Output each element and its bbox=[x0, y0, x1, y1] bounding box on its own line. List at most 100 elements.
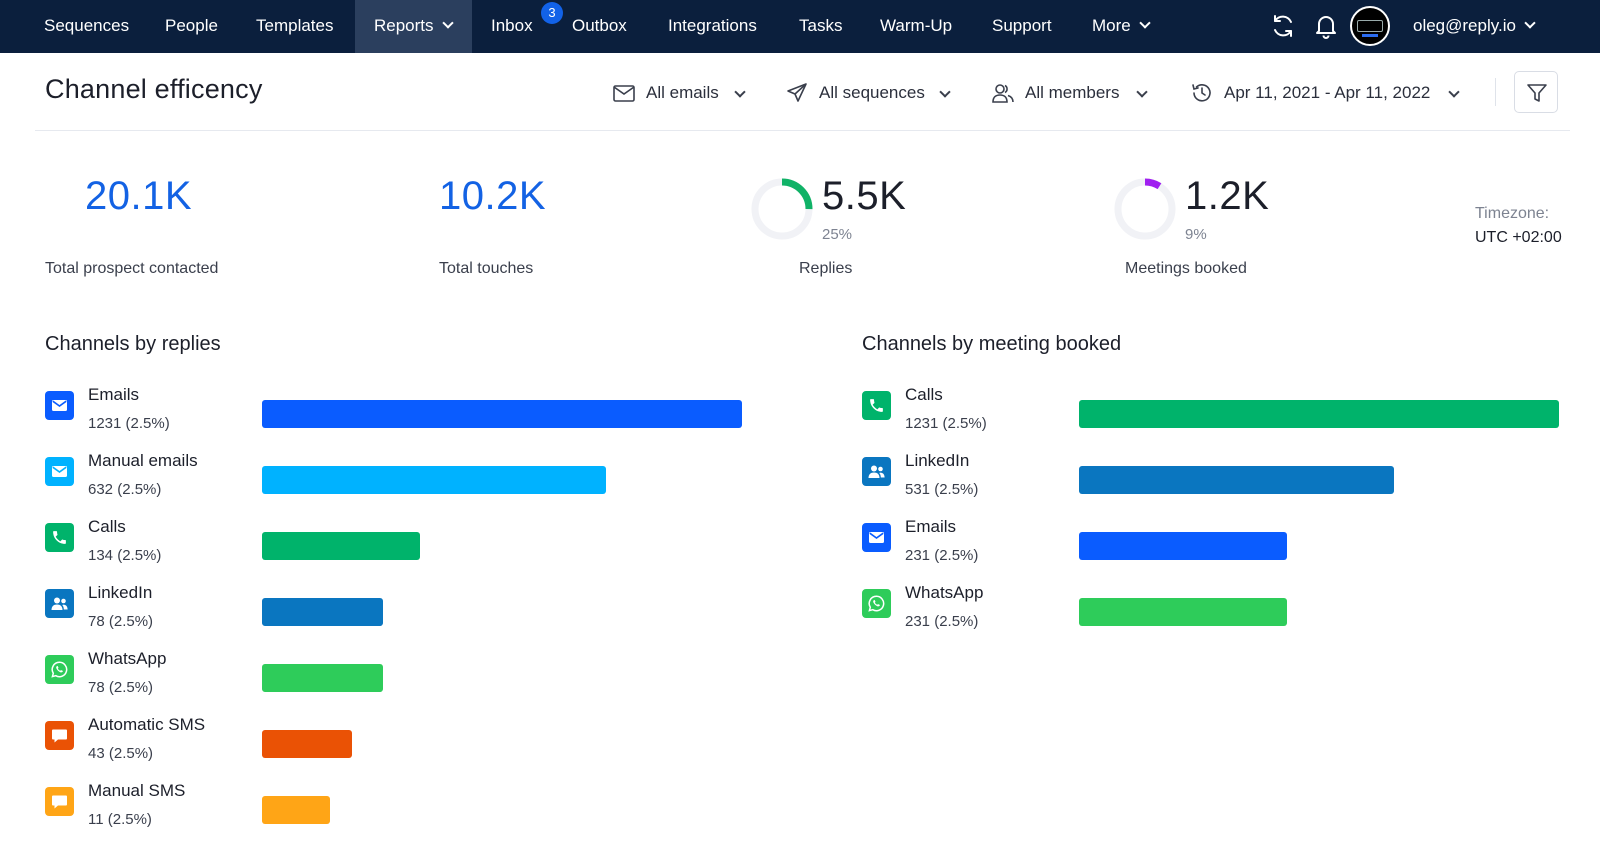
paper-plane-icon bbox=[787, 83, 807, 102]
channel-row: Emails 1231 (2.5%) bbox=[45, 385, 742, 447]
phone-icon bbox=[45, 523, 74, 552]
channel-row: Manual SMS 11 (2.5%) bbox=[45, 781, 742, 843]
chevron-down-icon bbox=[441, 17, 454, 29]
sequences-filter-label: All sequences bbox=[819, 83, 925, 102]
user-menu[interactable]: oleg@reply.io bbox=[1413, 0, 1536, 53]
channel-value: 78 (2.5%) bbox=[88, 613, 154, 630]
donut-arc bbox=[751, 178, 813, 240]
nav-more[interactable]: More bbox=[1092, 0, 1151, 53]
nav-label: Reports bbox=[374, 16, 434, 35]
replies-label: Replies bbox=[799, 260, 853, 277]
nav-label: Support bbox=[992, 16, 1052, 35]
channel-name: Calls bbox=[905, 385, 943, 404]
replies-percent: 25% bbox=[822, 226, 853, 243]
refresh-icon[interactable] bbox=[1270, 13, 1296, 39]
channel-name: LinkedIn bbox=[905, 451, 970, 470]
donut-arc bbox=[1114, 178, 1176, 240]
nav-people[interactable]: People bbox=[165, 0, 218, 53]
nav-templates[interactable]: Templates bbox=[256, 0, 333, 53]
nav-outbox[interactable]: Outbox bbox=[572, 0, 627, 53]
inbox-count-badge: 3 bbox=[541, 2, 563, 24]
nav-inbox[interactable]: Inbox bbox=[491, 0, 533, 53]
touches-label: Total touches bbox=[439, 260, 534, 277]
avatar-logo bbox=[1357, 20, 1383, 32]
nav-label: More bbox=[1092, 16, 1131, 35]
nav-label: Outbox bbox=[572, 16, 627, 35]
channel-row: Automatic SMS 43 (2.5%) bbox=[45, 715, 742, 777]
channel-bar bbox=[1079, 466, 1394, 494]
mail-icon bbox=[862, 523, 891, 552]
nav-sequences[interactable]: Sequences bbox=[44, 0, 129, 53]
meetings-value: 1.2K bbox=[1185, 174, 1270, 218]
channel-row: Emails 231 (2.5%) bbox=[862, 517, 1559, 579]
prospects-value: 20.1K bbox=[85, 174, 193, 218]
channel-name: WhatsApp bbox=[905, 583, 984, 602]
nav-support[interactable]: Support bbox=[992, 0, 1052, 53]
donut-track bbox=[1114, 178, 1176, 240]
meetings-percent: 9% bbox=[1185, 226, 1207, 243]
people-icon bbox=[45, 589, 74, 618]
user-email: oleg@reply.io bbox=[1413, 16, 1516, 35]
avatar[interactable] bbox=[1350, 6, 1390, 46]
nav-label: Tasks bbox=[799, 16, 843, 35]
channel-bar bbox=[1079, 598, 1287, 626]
prospects-label: Total prospect contacted bbox=[45, 260, 219, 277]
timezone-label: Timezone: bbox=[1475, 205, 1550, 222]
channel-row: Calls 134 (2.5%) bbox=[45, 517, 742, 579]
channel-value: 11 (2.5%) bbox=[88, 811, 152, 828]
channel-value: 78 (2.5%) bbox=[88, 679, 154, 696]
channel-bar bbox=[262, 532, 420, 560]
whatsapp-icon bbox=[45, 655, 74, 684]
emails-filter-label: All emails bbox=[646, 83, 719, 102]
nav-label: Warm-Up bbox=[880, 16, 953, 35]
chevron-down-icon bbox=[734, 86, 746, 98]
nav-reports[interactable]: Reports bbox=[355, 0, 472, 53]
channel-value: 632 (2.5%) bbox=[88, 481, 162, 498]
members-icon bbox=[992, 84, 1014, 103]
filter-button[interactable] bbox=[1514, 71, 1558, 113]
timezone-value: UTC +02:00 bbox=[1475, 229, 1562, 246]
divider bbox=[1495, 78, 1496, 106]
channel-value: 1231 (2.5%) bbox=[88, 415, 170, 432]
phone-icon bbox=[862, 391, 891, 420]
channel-bar bbox=[1079, 532, 1287, 560]
channel-bar bbox=[262, 598, 383, 626]
people-icon bbox=[862, 457, 891, 486]
date-range-label: Apr 11, 2021 - Apr 11, 2022 bbox=[1224, 83, 1431, 102]
sms-icon bbox=[45, 721, 74, 750]
chevron-down-icon bbox=[1139, 17, 1151, 29]
channel-name: WhatsApp bbox=[88, 649, 167, 668]
meetings-label: Meetings booked bbox=[1125, 260, 1247, 277]
channel-bar bbox=[262, 796, 330, 824]
channel-bar bbox=[262, 664, 383, 692]
chevron-down-icon bbox=[1524, 17, 1536, 29]
meetings-section-title: Channels by meeting booked bbox=[862, 333, 1122, 355]
channel-value: 1231 (2.5%) bbox=[905, 415, 987, 432]
bell-icon[interactable] bbox=[1313, 13, 1339, 39]
channel-name: Calls bbox=[88, 517, 126, 536]
channel-name: Emails bbox=[88, 385, 140, 404]
sms-icon bbox=[45, 787, 74, 816]
envelope-icon bbox=[613, 85, 635, 102]
replies-value: 5.5K bbox=[822, 174, 907, 218]
channel-value: 43 (2.5%) bbox=[88, 745, 154, 762]
nav-label: Templates bbox=[256, 16, 334, 35]
nav-warm-up[interactable]: Warm-Up bbox=[880, 0, 952, 53]
replies-section-title: Channels by replies bbox=[45, 333, 221, 355]
channel-bar bbox=[262, 400, 742, 428]
nav-label: Integrations bbox=[668, 16, 757, 35]
avatar-logo-mark bbox=[1362, 34, 1378, 37]
meetings-donut bbox=[1114, 178, 1176, 240]
nav-label: People bbox=[165, 16, 218, 35]
nav-tasks[interactable]: Tasks bbox=[799, 0, 842, 53]
whatsapp-icon bbox=[862, 589, 891, 618]
nav-label: Sequences bbox=[44, 16, 130, 35]
channel-name: Automatic SMS bbox=[88, 715, 206, 734]
channel-value: 231 (2.5%) bbox=[905, 547, 979, 564]
nav-integrations[interactable]: Integrations bbox=[668, 0, 757, 53]
channel-value: 531 (2.5%) bbox=[905, 481, 979, 498]
channel-row: LinkedIn 531 (2.5%) bbox=[862, 451, 1559, 513]
chevron-down-icon bbox=[1448, 86, 1460, 98]
replies-donut bbox=[751, 178, 813, 240]
channel-bar bbox=[262, 466, 606, 494]
